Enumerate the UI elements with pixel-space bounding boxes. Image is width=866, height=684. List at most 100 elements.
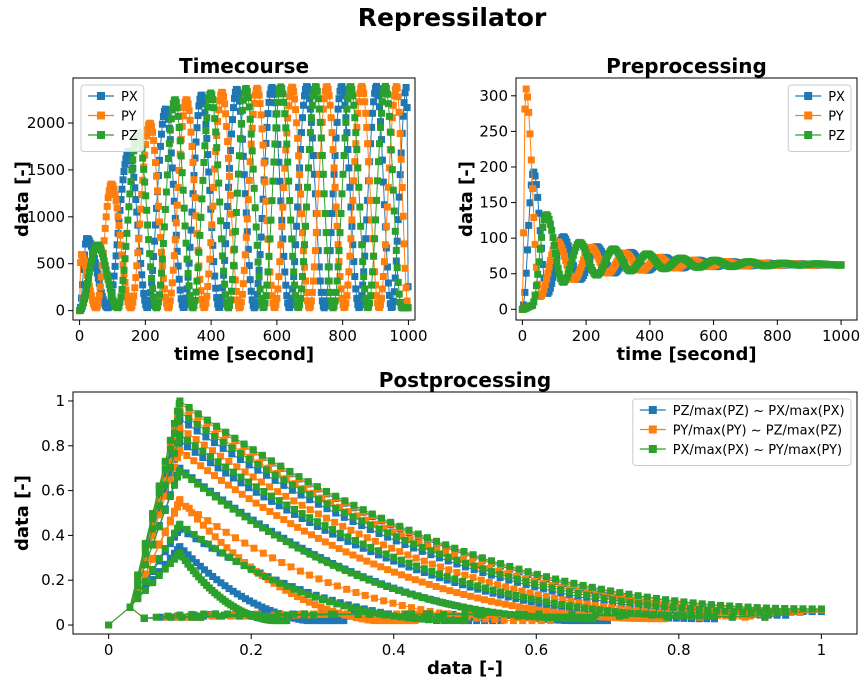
timecourse-data-point	[275, 158, 283, 166]
timecourse-data-point	[393, 237, 401, 245]
timecourse-data-point	[273, 294, 281, 302]
postprocessing-data-point	[417, 606, 425, 614]
timecourse-data-point	[136, 220, 144, 228]
preprocessing-x-tick-label: 800	[763, 327, 792, 345]
preprocessing-y-axis-label: data [-]	[456, 161, 477, 237]
timecourse-data-point	[338, 190, 346, 198]
timecourse-data-point	[399, 112, 407, 120]
postprocessing-data-point	[161, 565, 169, 573]
timecourse-data-point	[230, 261, 237, 269]
timecourse-data-point	[231, 227, 239, 235]
timecourse-data-point	[166, 126, 174, 134]
preprocessing-data-point	[559, 248, 567, 256]
timecourse-data-point	[394, 278, 402, 286]
postprocessing-data-point	[249, 446, 257, 454]
postprocessing-data-point	[469, 574, 477, 582]
timecourse-data-point	[390, 92, 398, 100]
postprocessing-data-point	[347, 604, 355, 612]
timecourse-data-point	[254, 86, 262, 94]
timecourse-data-point	[200, 100, 208, 108]
postprocessing-data-point	[377, 580, 385, 588]
postprocessing-data-point	[436, 550, 443, 558]
timecourse-data-point	[236, 303, 244, 311]
postprocessing-data-point	[155, 511, 163, 519]
timecourse-data-point	[381, 241, 389, 249]
timecourse-title: Timecourse	[179, 54, 309, 78]
timecourse-data-point	[139, 154, 147, 162]
timecourse-data-point	[125, 203, 133, 211]
timecourse-data-point	[332, 134, 340, 142]
postprocessing-data-point	[397, 613, 405, 621]
postprocessing-data-point	[470, 562, 478, 570]
postprocessing-data-point	[401, 536, 409, 544]
timecourse-data-point	[114, 212, 122, 220]
timecourse-data-point	[100, 237, 108, 245]
postprocessing-data-point	[454, 612, 462, 620]
postprocessing-data-point	[608, 604, 616, 612]
timecourse-data-point	[361, 252, 369, 260]
timecourse-data-point	[101, 262, 109, 269]
timecourse-data-point	[211, 272, 219, 280]
timecourse-data-point	[357, 222, 365, 230]
postprocessing-data-point	[371, 537, 379, 545]
timecourse-data-point	[328, 129, 336, 137]
preprocessing-data-point	[560, 252, 568, 260]
timecourse-data-point	[210, 258, 218, 266]
postprocessing-data-point	[471, 605, 479, 613]
postprocessing-data-point	[423, 534, 431, 542]
timecourse-data-point	[265, 98, 273, 106]
postprocessing-data-point	[203, 416, 211, 424]
postprocessing-data-point	[333, 582, 341, 590]
timecourse-data-point	[286, 92, 294, 100]
postprocessing-data-point	[205, 527, 213, 535]
postprocessing-data-point	[247, 612, 255, 620]
postprocessing-data-point	[200, 484, 207, 492]
timecourse-y-tick-label: 1000	[27, 208, 65, 226]
postprocessing-data-point	[197, 535, 205, 543]
postprocessing-data-point	[461, 617, 469, 625]
postprocessing-data-point	[297, 486, 305, 494]
preprocessing-data-point	[530, 298, 538, 306]
timecourse-data-point	[184, 100, 192, 108]
timecourse-data-point	[195, 248, 203, 256]
timecourse-data-point	[164, 155, 172, 162]
postprocessing-data-point	[380, 541, 387, 549]
timecourse-data-point	[364, 140, 372, 148]
postprocessing-data-point	[507, 611, 515, 618]
timecourse-data-point	[106, 285, 114, 293]
postprocessing-data-point	[600, 594, 608, 602]
preprocessing-data-point	[520, 229, 528, 237]
timecourse-data-point	[233, 296, 241, 304]
timecourse-data-point	[328, 210, 336, 217]
postprocessing-data-point	[214, 458, 222, 466]
timecourse-data-point	[276, 177, 284, 185]
timecourse-data-point	[296, 301, 304, 309]
postprocessing-data-point	[420, 565, 428, 573]
timecourse-data-point	[184, 270, 192, 277]
timecourse-data-point	[255, 91, 263, 99]
postprocessing-data-point	[283, 506, 291, 514]
timecourse-data-point	[99, 253, 107, 261]
postprocessing-data-point	[332, 492, 340, 500]
timecourse-data-point	[311, 247, 319, 255]
postprocessing-data-point	[332, 617, 340, 625]
timecourse-data-point	[81, 257, 88, 265]
timecourse-data-point	[325, 92, 333, 100]
timecourse-data-point	[392, 257, 400, 265]
timecourse-data-point	[209, 96, 217, 104]
timecourse-data-point	[280, 98, 288, 106]
timecourse-data-point	[180, 204, 188, 212]
postprocessing-legend-frame	[632, 398, 852, 466]
timecourse-data-point	[120, 266, 128, 274]
timecourse-data-point	[306, 302, 314, 310]
timecourse-data-point	[360, 273, 368, 280]
timecourse-data-point	[251, 204, 259, 212]
timecourse-data-point	[372, 216, 379, 224]
postprocessing-data-point	[609, 596, 617, 604]
postprocessing-data-point	[550, 608, 558, 616]
timecourse-data-point	[245, 103, 253, 111]
timecourse-data-point	[383, 203, 391, 211]
postprocessing-data-point	[376, 617, 384, 625]
postprocessing-data-point	[258, 603, 266, 611]
postprocessing-data-point	[321, 522, 329, 530]
